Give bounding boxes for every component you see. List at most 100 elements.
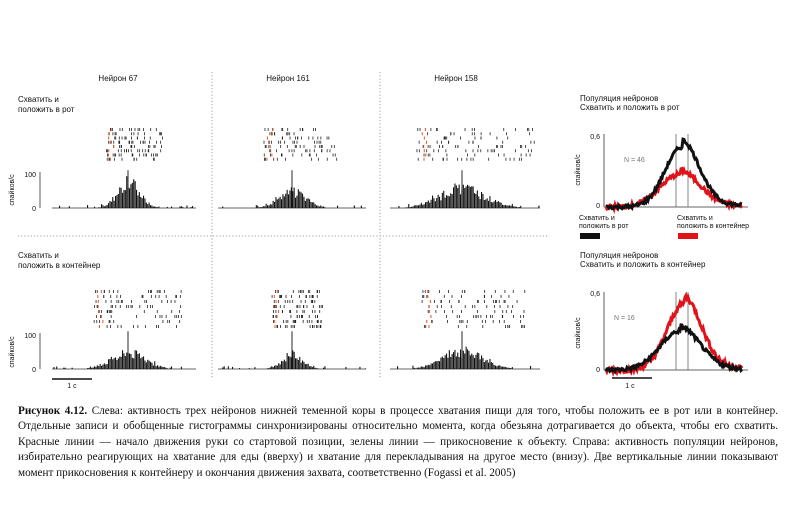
- histogram-bin: [285, 361, 287, 369]
- y-tick-0-top: 0: [32, 206, 36, 213]
- neuron-67-title: Нейрон 67: [98, 74, 138, 83]
- histogram-bin: [267, 368, 269, 369]
- histogram-bin: [464, 188, 466, 208]
- histogram-bin: [120, 356, 122, 369]
- histogram-bin: [433, 362, 435, 369]
- histogram-bin: [503, 366, 505, 369]
- histogram-bin: [165, 367, 167, 369]
- curve-black-bottom: [604, 323, 744, 375]
- histogram-bin: [131, 357, 133, 369]
- histogram-bin: [453, 352, 455, 369]
- histogram-bin: [405, 207, 407, 208]
- histogram-bin: [313, 365, 315, 369]
- histogram-bin: [279, 196, 281, 208]
- y-tick-100-top: 100: [24, 172, 36, 179]
- histogram-bin: [239, 368, 241, 369]
- histogram-bin: [420, 202, 422, 208]
- histogram-bin: [166, 368, 168, 369]
- histogram-bin: [323, 367, 325, 369]
- histogram-bin: [482, 193, 484, 208]
- histogram-bin: [509, 367, 511, 369]
- panel-r0-c2: [390, 128, 540, 209]
- histogram-bin: [497, 201, 499, 208]
- histogram-bin: [337, 205, 339, 208]
- histogram-bin: [130, 184, 132, 208]
- histogram-bin: [467, 184, 469, 208]
- neuron-161-title: Нейрон 161: [266, 74, 310, 83]
- histogram-bin: [103, 363, 105, 369]
- histogram-bin: [413, 367, 415, 369]
- histogram-bin: [446, 353, 448, 369]
- histogram-bin: [122, 192, 124, 208]
- histogram-bin: [303, 361, 305, 369]
- histogram-bin: [497, 365, 499, 369]
- legend-red-line2: положить в контейнер: [677, 222, 749, 230]
- histogram-bin: [147, 204, 149, 208]
- panel-r1-c0: [52, 290, 196, 370]
- histogram-bin: [429, 202, 431, 208]
- histogram-bin: [144, 198, 146, 208]
- histogram-bin: [222, 367, 224, 369]
- histogram-bin: [365, 368, 367, 369]
- histogram-bin: [95, 366, 97, 369]
- histogram-bin: [152, 365, 154, 369]
- histogram-bin: [457, 187, 459, 208]
- histogram-bin: [143, 195, 145, 208]
- histogram-bin: [155, 206, 157, 208]
- histogram-bin: [323, 206, 325, 208]
- histogram-bin: [63, 367, 65, 369]
- histogram-bin: [269, 367, 271, 369]
- histogram-bin: [476, 190, 478, 208]
- histogram-bin: [478, 196, 480, 208]
- histogram-bin: [468, 185, 470, 208]
- histogram-bin: [447, 357, 449, 369]
- histogram-bin: [133, 358, 135, 369]
- histogram-bin: [444, 197, 446, 208]
- histogram-bin: [472, 186, 474, 208]
- histogram-bin: [416, 367, 418, 369]
- n-count-top: N = 46: [624, 157, 645, 164]
- histogram-bin: [87, 205, 89, 208]
- histogram-bin: [116, 195, 118, 208]
- histogram-bin: [98, 207, 100, 208]
- histogram-bin: [476, 352, 478, 369]
- histogram-bin: [443, 190, 445, 208]
- histogram-bin: [255, 205, 257, 208]
- histogram-bin: [145, 202, 147, 208]
- histogram-bin: [151, 362, 153, 369]
- histogram-bin: [109, 200, 111, 208]
- histogram-bin: [99, 207, 101, 208]
- histogram-bin: [102, 364, 104, 369]
- histogram-bin: [504, 204, 506, 208]
- histogram-bin: [123, 353, 125, 369]
- figure-panels: Нейрон 67 Нейрон 161 Нейрон 158 Схватить…: [8, 72, 749, 390]
- y-tick-0-bottom: 0: [32, 367, 36, 374]
- histogram-bin: [489, 196, 491, 208]
- histogram-bin: [444, 355, 446, 369]
- histogram-bin: [102, 205, 104, 208]
- histogram-bin: [282, 194, 284, 208]
- histogram-bin: [413, 205, 415, 208]
- histogram-bin: [412, 206, 414, 208]
- scale-bar-label: 1 с: [67, 383, 77, 390]
- pop-y-tick-zero-top: 0: [596, 203, 600, 210]
- histogram-bin: [419, 367, 421, 369]
- histogram-bin: [106, 364, 108, 369]
- histogram-bin: [360, 205, 362, 208]
- population-curves: [604, 137, 744, 378]
- histogram-bin: [481, 355, 483, 369]
- histogram-bin: [450, 356, 452, 369]
- histogram-bin: [151, 205, 153, 208]
- histogram-bin: [293, 187, 295, 208]
- histogram-bin: [154, 361, 156, 369]
- histogram-bin: [448, 196, 450, 208]
- histogram-bin: [420, 366, 422, 369]
- histogram-bin: [106, 204, 108, 208]
- histogram-bin: [451, 354, 453, 369]
- histogram-bin: [496, 202, 498, 208]
- histogram-bin: [286, 189, 288, 208]
- histogram-bin: [482, 358, 484, 369]
- histogram-bin: [486, 198, 488, 208]
- histogram-bin: [454, 183, 456, 208]
- histogram-bin: [169, 367, 171, 369]
